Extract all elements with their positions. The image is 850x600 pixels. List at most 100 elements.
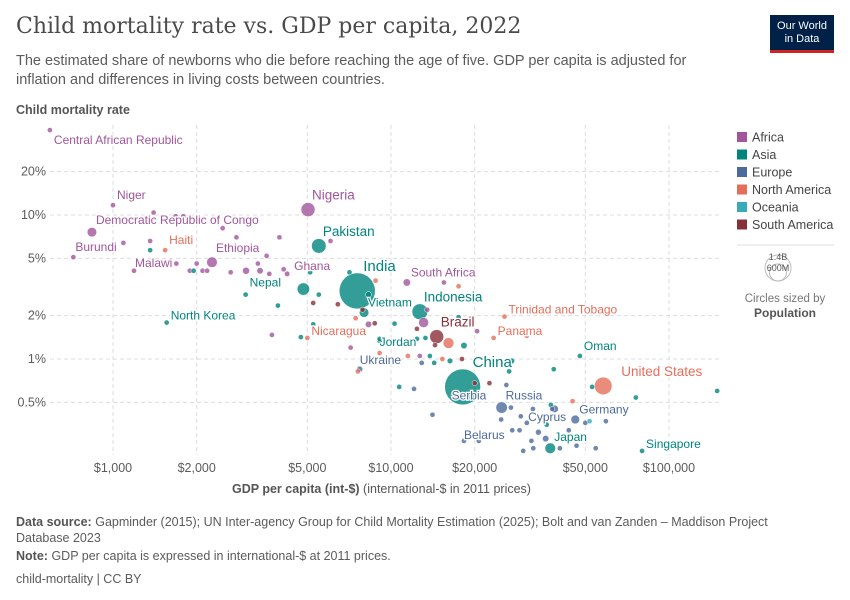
point-label: Germany [579, 403, 628, 417]
data-point [219, 225, 226, 232]
data-point [233, 234, 240, 241]
y-tick-label: 0.5% [18, 395, 47, 409]
data-point [508, 357, 515, 365]
point-label: Trinidad and Tobago [508, 303, 617, 317]
data-point [405, 353, 411, 359]
data-point-burundi [70, 254, 77, 260]
data-point [530, 406, 536, 412]
point-label: Japan [554, 430, 587, 444]
data-source: Data source: Gapminder (2015); UN Inter-… [16, 515, 768, 545]
legend-label: Oceania [752, 201, 799, 215]
data-point [372, 277, 379, 284]
data-point [418, 317, 429, 328]
legend-label: Europe [752, 166, 792, 180]
scatter-chart: $1,000 $2,000 $5,000 $10,000 $20,000 $50,000 $… [18, 125, 834, 496]
data-point [280, 266, 287, 273]
data-point [417, 353, 423, 359]
data-point [528, 438, 535, 444]
x-tick-label: $5,000 [288, 461, 326, 475]
data-point [543, 421, 550, 428]
data-point-ethiopia [206, 256, 218, 268]
data-point [275, 302, 281, 309]
data-point [269, 332, 275, 338]
data-point [389, 338, 396, 345]
x-tick-label: $2,000 [178, 461, 216, 475]
point-label: Singapore [646, 437, 701, 451]
data-point [335, 301, 341, 308]
data-point [327, 238, 334, 244]
data-point-malawi [131, 267, 137, 274]
credit: child-mortality | CC BY [16, 572, 142, 586]
data-point [193, 260, 200, 267]
size-legend-value: 600M [767, 263, 790, 273]
data-point-nicaragua [304, 335, 311, 341]
legend-label: Asia [752, 148, 776, 162]
data-point [714, 388, 720, 394]
point-label: Ethiopia [216, 241, 260, 255]
data-point-united-states [594, 376, 613, 395]
data-point [266, 271, 273, 277]
data-point [517, 413, 524, 420]
data-point [431, 360, 438, 366]
data-point [242, 266, 250, 275]
data-point [256, 267, 264, 275]
data-point-serbia [450, 392, 457, 399]
data-point [573, 442, 580, 449]
x-axis-label: GDP per capita (int-$) (international-$ … [232, 482, 531, 496]
point-label: India [363, 258, 396, 275]
data-point [150, 209, 157, 216]
legend-swatch-africa [737, 132, 747, 142]
data-point [589, 384, 595, 390]
point-label: Pakistan [323, 224, 375, 239]
data-point-democratic-republic-of-congo [86, 227, 97, 238]
data-point [418, 360, 425, 366]
data-point [396, 384, 403, 390]
data-point [432, 342, 438, 348]
data-point [190, 267, 197, 274]
data-point [120, 240, 127, 246]
legend-swatch-asia [737, 149, 747, 160]
data-point-haiti [162, 247, 168, 254]
data-point [535, 429, 542, 436]
point-label: Indonesia [424, 290, 483, 305]
size-legend-circle-small [769, 263, 787, 282]
data-point [365, 320, 372, 328]
data-point [376, 350, 383, 356]
data-point [475, 438, 482, 444]
data-point-germany [570, 414, 580, 425]
data-point [442, 337, 455, 349]
data-point [347, 344, 354, 351]
y-tick-label: 5% [28, 251, 46, 265]
data-point [204, 267, 210, 274]
data-point [315, 291, 322, 298]
legend-swatch-south-america [737, 219, 747, 230]
point-label: Russia [506, 389, 543, 403]
data-point [352, 315, 359, 322]
point-label: Malawi [135, 256, 172, 270]
point-label: Cyprus [528, 410, 566, 424]
point-label: Vietnam [368, 296, 412, 310]
data-point [172, 213, 179, 220]
size-legend-value: 1.4B [769, 252, 788, 262]
point-label: Belarus [464, 428, 505, 442]
point-label: Ghana [294, 259, 330, 273]
data-point [520, 448, 527, 454]
data-point [633, 394, 639, 401]
data-point-pakistan [311, 238, 327, 254]
point-label: Central African Republic [54, 133, 183, 147]
y-tick-label: 1% [28, 352, 46, 366]
data-point [542, 435, 550, 443]
data-point-niger [110, 202, 116, 209]
owid-logo[interactable]: Our World in Data [770, 15, 834, 53]
data-point [147, 238, 153, 244]
data-point-india [338, 272, 376, 310]
data-point [557, 445, 563, 452]
data-point [506, 368, 512, 375]
point-label: Brazil [441, 315, 475, 330]
data-point [592, 445, 599, 452]
y-tick-label: 2% [28, 309, 46, 323]
data-point [391, 320, 398, 327]
data-point [455, 314, 462, 321]
point-label: Oman [584, 339, 617, 353]
data-point [603, 418, 609, 425]
